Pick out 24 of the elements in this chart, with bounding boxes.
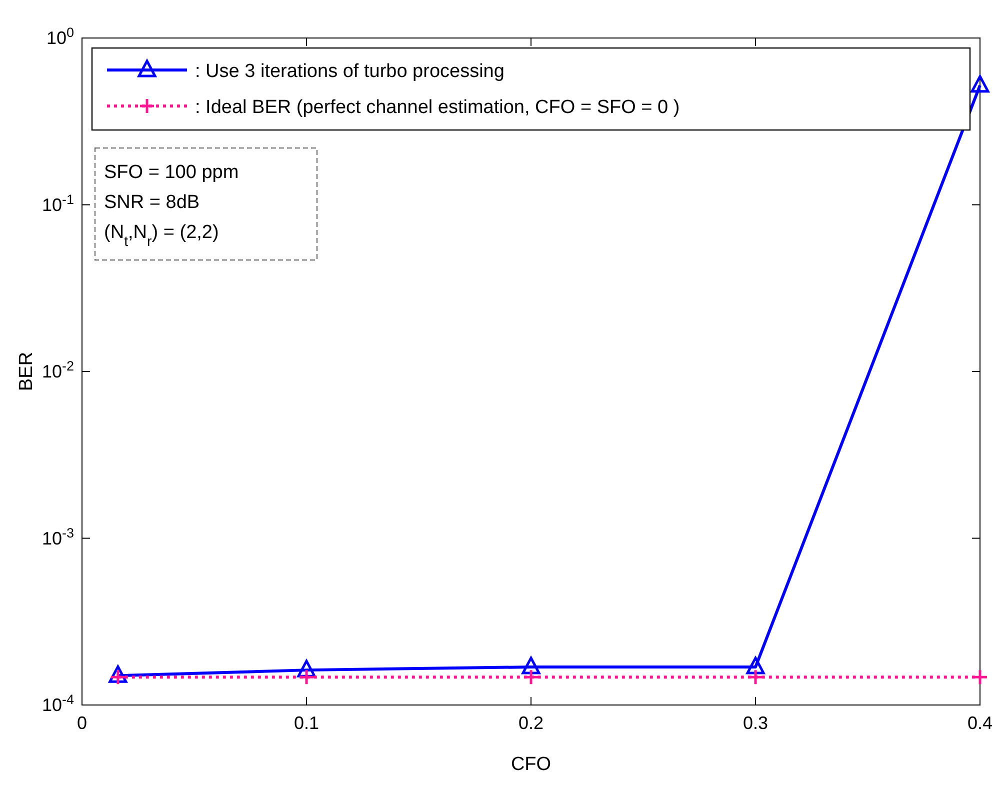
- y-axis-title: BER: [16, 352, 37, 392]
- point: [298, 668, 315, 686]
- annotation: (N$_{t}$,N$_{r}$) = (2,2): [104, 222, 219, 250]
- point: [970, 75, 990, 93]
- x-tick-label: 0.1: [294, 713, 320, 733]
- x-tick-label: 0.3: [742, 713, 768, 733]
- point: [522, 668, 540, 686]
- point: [522, 656, 540, 674]
- y-tick-label: 10$^{-3}$: [42, 524, 74, 548]
- point: [972, 668, 988, 686]
- point: [747, 668, 764, 686]
- x-axis-title: CFO: [510, 754, 552, 775]
- point: [746, 656, 765, 674]
- x-tick-label: 0.4: [967, 713, 993, 733]
- legend-label: : Ideal BER (perfect channel estimation, CFO = SFO = 0 ): [195, 97, 680, 118]
- x-tick-label: 0: [76, 713, 88, 733]
- y-tick-label: 10$^{-2}$: [42, 358, 74, 382]
- y-tick-label: 10$^{-4}$: [42, 692, 74, 715]
- y-tick-label: 10$^{0}$: [46, 24, 74, 48]
- x-tick-label: 0.2: [518, 713, 544, 733]
- y-tick-label: 10$^{-1}$: [42, 191, 74, 215]
- legend-label: : Use 3 iterations of turbo processing: [195, 61, 504, 82]
- annotation: SFO = 100 ppm: [104, 162, 239, 183]
- annotation: SNR = 8dB: [104, 192, 200, 213]
